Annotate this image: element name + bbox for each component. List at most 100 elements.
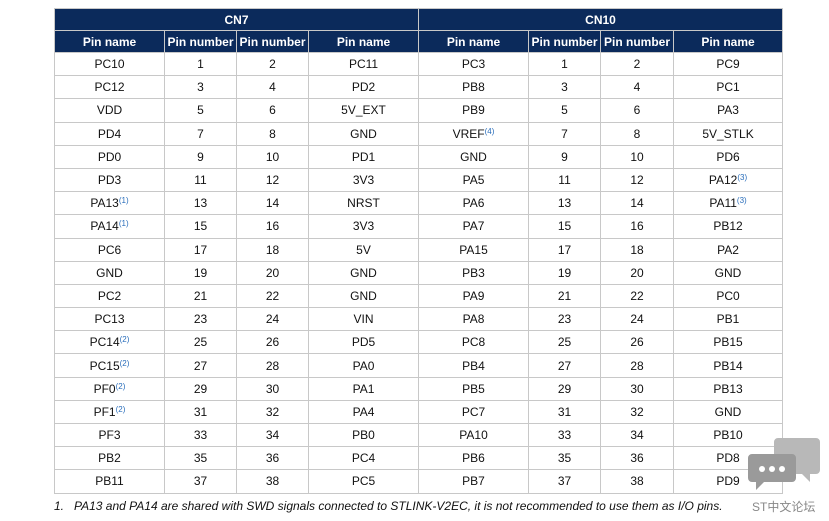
table-cell: 15 [164, 214, 237, 239]
table-cell: 30 [600, 376, 675, 401]
table-cell: PC3 [418, 51, 530, 77]
table-cell: 9 [164, 144, 237, 169]
table-cell: 17 [164, 237, 237, 262]
column-header: Pin number [528, 30, 602, 53]
table-cell: 12 [600, 167, 675, 193]
table-cell: 19 [164, 260, 237, 285]
table-cell: 38 [236, 469, 309, 494]
table-cell: 27 [528, 353, 602, 378]
table-row: PB2 35 36 PC4 PB6 35 36 PD8 [54, 446, 784, 471]
footnote-ref: (3) [736, 196, 747, 206]
table-cell: 37 [164, 469, 237, 494]
table-cell: 32 [236, 399, 309, 425]
table-cell: 18 [600, 237, 675, 262]
table-cell: 16 [236, 214, 309, 239]
table-cell: 5 [164, 98, 237, 123]
table-cell: PB14 [673, 353, 784, 378]
table-cell: PD6 [673, 144, 784, 169]
table-cell: 17 [528, 237, 602, 262]
cell-text: PF1 [93, 404, 116, 419]
group-header: CN7 [53, 8, 420, 31]
column-header: Pin name [54, 30, 165, 53]
table-cell: PB9 [418, 98, 530, 123]
table-row: PC12 3 4 PD2 PB8 3 4 PC1 [54, 75, 784, 100]
table-cell: PA4 [307, 399, 420, 425]
table-cell: VREF(4) [418, 121, 530, 146]
footnote-ref: (1) [118, 196, 129, 206]
table-cell: 8 [236, 121, 309, 146]
footnote-ref: (1) [118, 219, 129, 229]
pin-table: CN7 CN10 Pin name Pin number Pin number Pin … [53, 8, 784, 494]
table-cell: VIN [307, 307, 420, 332]
table-cell: 7 [528, 121, 602, 146]
table-cell: 9 [528, 144, 602, 169]
table-cell: 4 [600, 75, 675, 100]
table-cell: 34 [600, 422, 675, 448]
table-cell: GND [307, 260, 420, 285]
table-cell: 5 [528, 98, 602, 123]
table-cell: PA13(1) [54, 191, 165, 216]
table-cell: 22 [236, 283, 309, 309]
table-cell: PA3 [673, 98, 784, 123]
table-cell: 31 [164, 399, 237, 425]
table-cell: GND [307, 121, 420, 146]
table-cell: PA2 [673, 237, 784, 262]
table-cell: 24 [236, 307, 309, 332]
table-cell: PA7 [418, 214, 530, 239]
column-header: Pin number [164, 30, 237, 53]
table-cell: PB7 [418, 469, 530, 494]
table-cell: 13 [528, 191, 602, 216]
table-cell: PA11(3) [673, 191, 784, 216]
table-cell: 1 [528, 51, 602, 77]
table-cell: PB8 [418, 75, 530, 100]
table-row: PC14(2) 25 26 PD5 PC8 25 26 PB15 [54, 330, 784, 355]
table-cell: 20 [600, 260, 675, 285]
table-cell: 28 [600, 353, 675, 378]
table-cell: 33 [164, 422, 237, 448]
column-header: Pin name [418, 30, 530, 53]
footnote-text: PA13 and PA14 are shared with SWD signal… [74, 499, 723, 513]
table-row: VDD 5 6 5V_EXT PB9 5 6 PA3 [54, 98, 784, 123]
table-row: PC2 21 22 GND PA9 21 22 PC0 [54, 283, 784, 309]
column-header: Pin name [673, 30, 784, 53]
table-row: PA14(1) 15 16 3V3 PA7 15 16 PB12 [54, 214, 784, 239]
footnote-ref: (2) [115, 381, 126, 391]
table-cell: PD3 [54, 167, 165, 193]
table-cell: PB1 [673, 307, 784, 332]
table-cell: GND [54, 260, 165, 285]
cell-text: PA12 [708, 173, 738, 188]
table-cell: VDD [54, 98, 165, 123]
table-cell: PA14(1) [54, 214, 165, 239]
table-cell: 2 [236, 51, 309, 77]
table-cell: PB2 [54, 446, 165, 471]
table-cell: PC6 [54, 237, 165, 262]
table-cell: PD0 [54, 144, 165, 169]
cell-text: PF0 [93, 381, 116, 396]
table-row: PF1(2) 31 32 PA4 PC7 31 32 GND [54, 399, 784, 425]
table-cell: PA8 [418, 307, 530, 332]
table-cell: 1 [164, 51, 237, 77]
table-cell: PA15 [418, 237, 530, 262]
table-cell: 19 [528, 260, 602, 285]
table-cell: PC5 [307, 469, 420, 494]
table-cell: PD4 [54, 121, 165, 146]
table-cell: 10 [236, 144, 309, 169]
table-cell: PA10 [418, 422, 530, 448]
table-cell: PA12(3) [673, 167, 784, 193]
table-cell: 23 [528, 307, 602, 332]
table-cell: PC14(2) [54, 330, 165, 355]
table-row: PD0 9 10 PD1 GND 9 10 PD6 [54, 144, 784, 169]
table-cell: 30 [236, 376, 309, 401]
table-row: PB11 37 38 PC5 PB7 37 38 PD9 [54, 469, 784, 494]
table-cell: PC12 [54, 75, 165, 100]
table-row: GND 19 20 GND PB3 19 20 GND [54, 260, 784, 285]
table-cell: PF1(2) [54, 399, 165, 425]
footnote-ref: (2) [119, 335, 130, 345]
table-cell: 23 [164, 307, 237, 332]
table-row: PC6 17 18 5V PA15 17 18 PA2 [54, 237, 784, 262]
column-header: Pin name [307, 30, 420, 53]
table-cell: 21 [164, 283, 237, 309]
cell-text: PC14 [89, 335, 120, 350]
table-cell: 5V_STLK [673, 121, 784, 146]
table-cell: 8 [600, 121, 675, 146]
